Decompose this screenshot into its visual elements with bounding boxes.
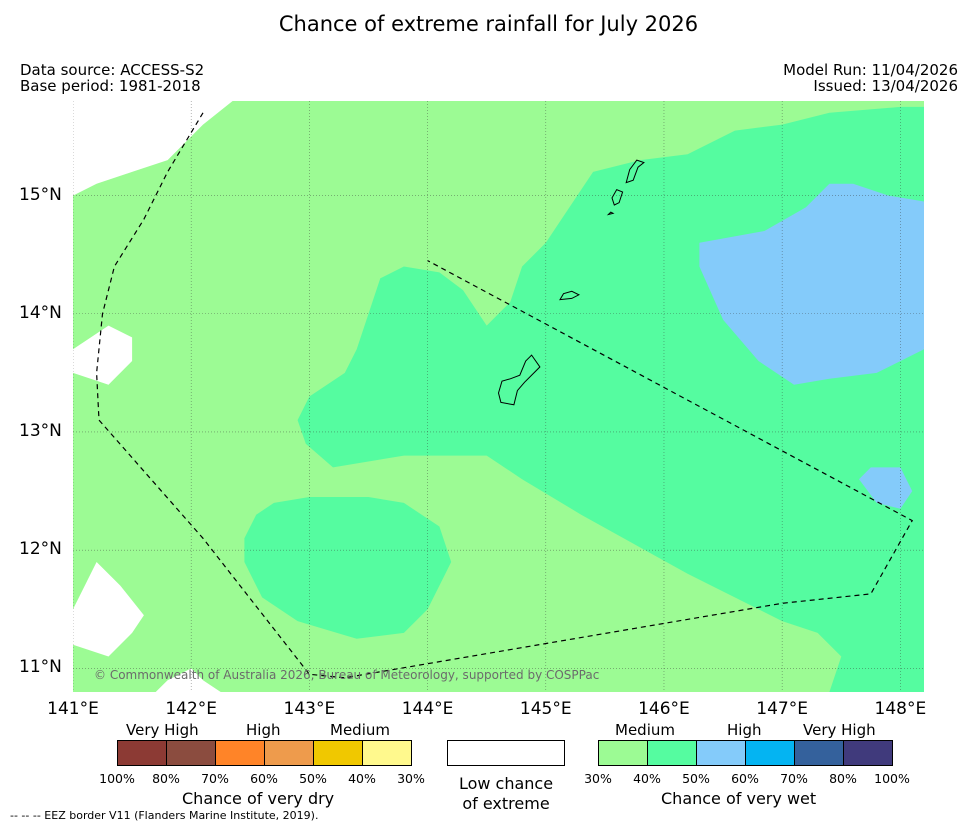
legend-dry-swatch xyxy=(264,740,314,766)
saipan-island xyxy=(625,159,645,184)
legend-wet-swatch xyxy=(745,740,795,766)
x-tick-label: 144°E xyxy=(401,699,454,719)
y-tick-label: 15°N xyxy=(19,184,62,205)
gridlines xyxy=(73,101,924,692)
legend-dry-swatch xyxy=(362,740,412,766)
model-run-label: Model Run: 11/04/2026 xyxy=(783,61,958,79)
legend-wet-tick-label: 50% xyxy=(682,771,710,786)
legend-dry-tick-label: 30% xyxy=(397,771,425,786)
x-tick-label: 141°E xyxy=(47,699,99,719)
legend-dry-category-medium: Medium xyxy=(330,721,390,739)
x-tick-label: 146°E xyxy=(638,699,690,719)
legend-dry-swatch xyxy=(215,740,265,766)
legend-dry-caption: Chance of very dry xyxy=(182,789,335,808)
rainfall-map xyxy=(73,101,924,692)
legend-dry-tick-label: 80% xyxy=(152,771,180,786)
region-low-chance-south xyxy=(155,668,221,692)
legend-wet-tick-label: 40% xyxy=(633,771,661,786)
legend-dry-tick-label: 40% xyxy=(348,771,376,786)
y-tick-label: 12°N xyxy=(19,539,62,560)
y-tick-label: 11°N xyxy=(19,657,62,678)
legend-wet-swatch xyxy=(843,740,893,766)
region-layer xyxy=(73,101,924,692)
legend-dry-category-high: High xyxy=(246,721,281,739)
legend-wet-tick-label: 60% xyxy=(731,771,759,786)
legend-dry-swatch xyxy=(166,740,216,766)
region-60-70-wet-southeast xyxy=(859,467,913,509)
x-tick-label: 148°E xyxy=(874,699,927,719)
legend-dry-tick-label: 60% xyxy=(250,771,278,786)
legend-wet-swatch xyxy=(647,740,697,766)
legend-wet-swatch xyxy=(696,740,746,766)
tinian-island xyxy=(611,188,624,206)
eez-footnote: -- -- -- EEZ border V11 (Flanders Marine… xyxy=(10,809,319,822)
legend-wet-tick-label: 70% xyxy=(780,771,808,786)
region-50-60-wet-south xyxy=(244,497,452,639)
guam-island xyxy=(497,354,541,406)
legend-dry-tick-label: 100% xyxy=(99,771,135,786)
rota-island xyxy=(559,290,581,301)
legend-dry-category-very-high: Very High xyxy=(126,721,199,739)
legend-wet-caption: Chance of very wet xyxy=(661,789,817,808)
legend-wet-tick-label: 80% xyxy=(829,771,857,786)
y-tick-label: 14°N xyxy=(19,302,62,323)
aguijan-island xyxy=(606,211,615,216)
legend-dry-tick-label: 70% xyxy=(201,771,229,786)
legend-low-chance-caption-line2: of extreme xyxy=(462,794,550,813)
legend-low-chance-swatch xyxy=(447,740,565,766)
legend-low-chance-caption-line1: Low chance xyxy=(458,774,554,793)
base-period-label: Base period: 1981-2018 xyxy=(20,77,201,95)
data-source-label: Data source: ACCESS-S2 xyxy=(20,61,205,79)
region-low-chance-northwest xyxy=(73,101,233,196)
y-tick-label: 13°N xyxy=(19,420,62,441)
legend-wet-category-medium: Medium xyxy=(615,721,675,739)
legend-wet-tick-label: 100% xyxy=(874,771,910,786)
x-tick-label: 143°E xyxy=(283,699,336,719)
island-layer xyxy=(497,159,645,406)
legend-wet-swatch xyxy=(794,740,844,766)
region-60-70-wet-east xyxy=(699,183,924,385)
legend-wet-category-high: High xyxy=(727,721,762,739)
issued-label: Issued: 13/04/2026 xyxy=(813,77,958,95)
legend-wet-swatch xyxy=(598,740,648,766)
x-tick-label: 142°E xyxy=(165,699,218,719)
legend-wet-category-very-high: Very High xyxy=(803,721,876,739)
chart-title: Chance of extreme rainfall for July 2026 xyxy=(278,12,699,36)
region-low-chance-west xyxy=(73,325,133,385)
legend-dry-swatch xyxy=(313,740,363,766)
legend-wet-tick-label: 30% xyxy=(584,771,612,786)
copyright-notice: © Commonwealth of Australia 2026, Bureau… xyxy=(94,668,600,682)
x-tick-label: 145°E xyxy=(519,699,572,719)
x-tick-label: 147°E xyxy=(756,699,808,719)
eez-border-line xyxy=(95,112,914,679)
legend-dry-tick-label: 50% xyxy=(299,771,327,786)
legend-dry-swatch xyxy=(117,740,167,766)
region-low-chance-southwest xyxy=(73,562,144,657)
